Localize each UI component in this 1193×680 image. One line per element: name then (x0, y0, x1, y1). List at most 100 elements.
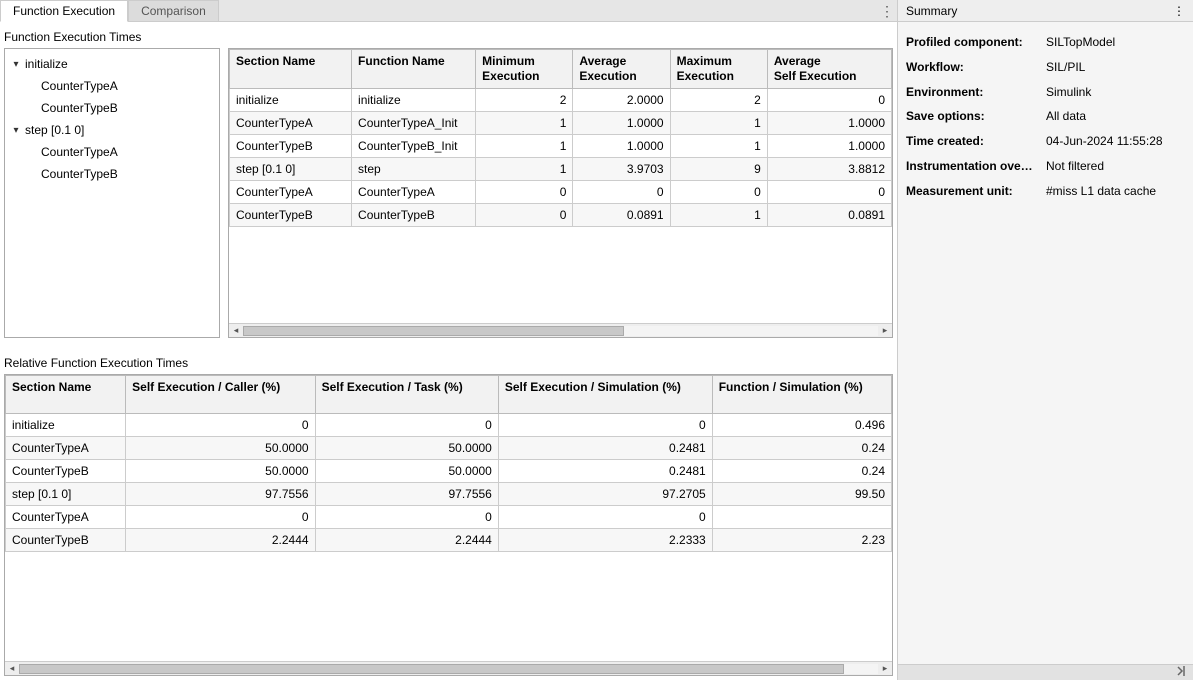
column-header[interactable]: AverageSelf Execution (767, 50, 891, 89)
exec-table-scroll[interactable]: Section NameFunction NameMinimumExecutio… (229, 49, 892, 323)
table-row[interactable]: CounterTypeBCounterTypeB00.089110.0891 (230, 204, 892, 227)
table-row[interactable]: CounterTypeACounterTypeA_Init11.000011.0… (230, 112, 892, 135)
table-cell: 2.23 (712, 529, 891, 552)
tree-label: step [0.1 0] (23, 123, 84, 137)
summary-row: Measurement unit:#miss L1 data cache (898, 179, 1193, 204)
tree-label: CounterTypeA (39, 145, 118, 159)
column-header[interactable]: Self Execution / Caller (%) (126, 376, 315, 414)
summary-title: Summary (906, 4, 957, 18)
exec-hscroll[interactable]: ◂ ▸ (229, 323, 892, 337)
tree-node[interactable]: ▾initialize (5, 53, 219, 75)
summary-key: Environment: (906, 84, 1046, 101)
tree-label: CounterTypeB (39, 167, 118, 181)
scroll-left-icon[interactable]: ◂ (229, 324, 243, 338)
collapse-panel-icon[interactable] (1177, 666, 1189, 679)
table-cell: 0 (126, 414, 315, 437)
tree-node[interactable]: ▾step [0.1 0] (5, 119, 219, 141)
table-cell: CounterTypeA (6, 437, 126, 460)
column-header[interactable]: Function / Simulation (%) (712, 376, 891, 414)
tab-menu-icon[interactable]: ⋮ (877, 0, 897, 22)
table-row[interactable]: initializeinitialize22.000020 (230, 89, 892, 112)
table-row[interactable]: initialize0000.496 (6, 414, 892, 437)
column-header[interactable]: Self Execution / Simulation (%) (498, 376, 712, 414)
exec-table-wrap: Section NameFunction NameMinimumExecutio… (228, 48, 893, 338)
table-cell: step (352, 158, 476, 181)
table-cell: step [0.1 0] (230, 158, 352, 181)
lower-area: Section NameSelf Execution / Caller (%)S… (0, 374, 897, 680)
table-cell: CounterTypeA (230, 112, 352, 135)
scroll-left-icon[interactable]: ◂ (5, 662, 19, 676)
table-cell: 2.2444 (315, 529, 498, 552)
summary-value: Not filtered (1046, 158, 1185, 175)
table-cell: 0 (767, 181, 891, 204)
table-cell: 2 (476, 89, 573, 112)
summary-value: All data (1046, 108, 1185, 125)
table-cell: 3.8812 (767, 158, 891, 181)
table-cell: 0 (498, 414, 712, 437)
column-header[interactable]: Section Name (230, 50, 352, 89)
table-cell: 1.0000 (573, 135, 670, 158)
scroll-right-icon[interactable]: ▸ (878, 324, 892, 338)
table-row[interactable]: CounterTypeB2.24442.24442.23332.23 (6, 529, 892, 552)
tree-node[interactable]: CounterTypeA (5, 75, 219, 97)
table-row[interactable]: CounterTypeA000 (6, 506, 892, 529)
table-cell: CounterTypeB (6, 529, 126, 552)
table-row[interactable]: CounterTypeACounterTypeA0000 (230, 181, 892, 204)
table-cell: 99.50 (712, 483, 891, 506)
scroll-track[interactable] (19, 664, 878, 674)
table-row[interactable]: step [0.1 0]97.755697.755697.270599.50 (6, 483, 892, 506)
summary-key: Save options: (906, 108, 1046, 125)
table-cell: initialize (6, 414, 126, 437)
table-cell: 1.0000 (573, 112, 670, 135)
column-header[interactable]: Function Name (352, 50, 476, 89)
tree-node[interactable]: CounterTypeB (5, 163, 219, 185)
tree-node[interactable]: CounterTypeA (5, 141, 219, 163)
column-header[interactable]: Section Name (6, 376, 126, 414)
table-cell: 97.2705 (498, 483, 712, 506)
tree-panel[interactable]: ▾initializeCounterTypeACounterTypeB▾step… (4, 48, 220, 338)
summary-key: Workflow: (906, 59, 1046, 76)
scroll-track[interactable] (243, 326, 878, 336)
rel-table-scroll[interactable]: Section NameSelf Execution / Caller (%)S… (5, 375, 892, 661)
table-cell: 1 (670, 112, 767, 135)
tab-bar-spacer (219, 0, 877, 22)
column-header[interactable]: AverageExecution (573, 50, 670, 89)
table-cell: 50.0000 (126, 460, 315, 483)
tab-function-execution[interactable]: Function Execution (0, 0, 128, 22)
section-title-upper: Function Execution Times (0, 22, 897, 48)
scroll-thumb[interactable] (243, 326, 624, 336)
scroll-thumb[interactable] (19, 664, 844, 674)
table-cell: 0.496 (712, 414, 891, 437)
table-cell: CounterTypeA (352, 181, 476, 204)
tab-comparison[interactable]: Comparison (128, 0, 219, 22)
table-cell: 0 (126, 506, 315, 529)
scroll-right-icon[interactable]: ▸ (878, 662, 892, 676)
summary-row: Instrumentation ove…Not filtered (898, 154, 1193, 179)
table-cell: 1 (670, 204, 767, 227)
summary-menu-icon[interactable]: ⋮ (1173, 5, 1185, 17)
column-header[interactable]: Self Execution / Task (%) (315, 376, 498, 414)
tree-node[interactable]: CounterTypeB (5, 97, 219, 119)
summary-key: Profiled component: (906, 34, 1046, 51)
tree-toggle-icon[interactable]: ▾ (9, 125, 23, 136)
rel-hscroll[interactable]: ◂ ▸ (5, 661, 892, 675)
table-cell: 0 (315, 506, 498, 529)
table-cell: 50.0000 (315, 460, 498, 483)
table-row[interactable]: CounterTypeA50.000050.00000.24810.24 (6, 437, 892, 460)
column-header[interactable]: MaximumExecution (670, 50, 767, 89)
summary-row: Save options:All data (898, 104, 1193, 129)
table-row[interactable]: CounterTypeB50.000050.00000.24810.24 (6, 460, 892, 483)
table-cell: 2.0000 (573, 89, 670, 112)
table-cell: 9 (670, 158, 767, 181)
table-cell: 0.24 (712, 437, 891, 460)
table-row[interactable]: CounterTypeBCounterTypeB_Init11.000011.0… (230, 135, 892, 158)
summary-row: Profiled component:SILTopModel (898, 30, 1193, 55)
tree-toggle-icon[interactable]: ▾ (9, 59, 23, 70)
column-header[interactable]: MinimumExecution (476, 50, 573, 89)
table-row[interactable]: step [0.1 0]step13.970393.8812 (230, 158, 892, 181)
table-cell: 0.24 (712, 460, 891, 483)
summary-value: SIL/PIL (1046, 59, 1185, 76)
summary-value: Simulink (1046, 84, 1185, 101)
tree-label: CounterTypeB (39, 101, 118, 115)
summary-key: Measurement unit: (906, 183, 1046, 200)
